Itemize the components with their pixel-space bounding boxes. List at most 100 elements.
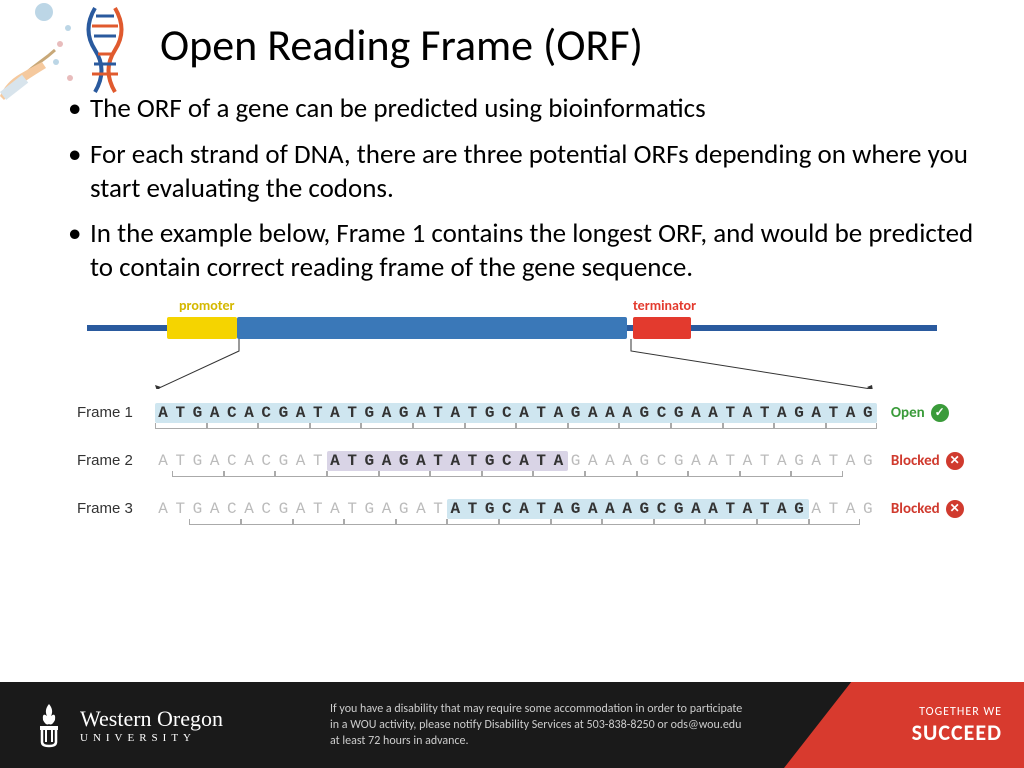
codon-brackets	[155, 423, 877, 431]
nucleotide: A	[413, 500, 430, 518]
nucleotide: A	[447, 452, 464, 470]
nucleotide: G	[568, 404, 585, 422]
nucleotide: A	[516, 500, 533, 518]
nucleotide: C	[224, 500, 241, 518]
nucleotide: T	[310, 452, 327, 470]
frame-status: Open✓	[891, 404, 949, 422]
nucleotide: T	[722, 500, 739, 518]
nucleotide: C	[653, 404, 670, 422]
nucleotide: G	[568, 500, 585, 518]
nucleotide: T	[533, 404, 550, 422]
nucleotide: A	[843, 500, 860, 518]
bullet-item: For each strand of DNA, there are three …	[68, 138, 984, 206]
nucleotide: A	[688, 404, 705, 422]
frame-row: Frame 1ATGACACGATATGAGATATGCATAGAAAGCGAA…	[77, 395, 947, 431]
nucleotide: A	[516, 404, 533, 422]
nucleotide: G	[361, 404, 378, 422]
nucleotide: T	[344, 404, 361, 422]
torch-icon	[30, 702, 68, 748]
nucleotide: A	[808, 500, 825, 518]
frame-label: Frame 1	[77, 404, 155, 421]
nucleotide: T	[533, 500, 550, 518]
nucleotide: A	[585, 404, 602, 422]
nucleotide: G	[361, 500, 378, 518]
sequence: ATGACACGATATGAGATATGCATAGAAAGCGAATATAGAT…	[155, 404, 877, 422]
nucleotide: G	[361, 452, 378, 470]
nucleotide: T	[757, 452, 774, 470]
terminator-segment	[633, 317, 691, 339]
nucleotide: A	[808, 404, 825, 422]
nucleotide: T	[430, 404, 447, 422]
nucleotide: G	[791, 500, 808, 518]
nucleotide: C	[653, 500, 670, 518]
slide-footer: Western Oregon UNIVERSITY If you have a …	[0, 682, 1024, 768]
nucleotide: T	[722, 452, 739, 470]
promoter-segment	[167, 317, 237, 339]
reading-frames: Frame 1ATGACACGATATGAGATATGCATAGAAAGCGAA…	[77, 395, 947, 527]
bullet-item: In the example below, Frame 1 contains t…	[68, 217, 984, 285]
bullet-item: The ORF of a gene can be predicted using…	[68, 92, 984, 126]
university-subtitle: UNIVERSITY	[80, 732, 223, 744]
nucleotide: T	[757, 500, 774, 518]
nucleotide: C	[224, 452, 241, 470]
nucleotide: T	[464, 452, 481, 470]
nucleotide: A	[155, 500, 172, 518]
nucleotide: A	[155, 452, 172, 470]
nucleotide: G	[671, 404, 688, 422]
nucleotide: T	[310, 500, 327, 518]
nucleotide: A	[207, 404, 224, 422]
nucleotide: A	[739, 452, 756, 470]
nucleotide: A	[585, 452, 602, 470]
nucleotide: T	[757, 404, 774, 422]
check-icon: ✓	[931, 404, 949, 422]
footer-disclaimer: If you have a disability that may requir…	[330, 701, 750, 750]
nucleotide: A	[327, 500, 344, 518]
orf-diagram: promoter terminator Frame 1ATGACACGATATG…	[77, 297, 947, 527]
sequence: ATGACACGATATGAGATATGCATAGAAAGCGAATATAGAT…	[155, 500, 877, 518]
nucleotide: A	[241, 452, 258, 470]
nucleotide: T	[533, 452, 550, 470]
nucleotide: T	[722, 404, 739, 422]
nucleotide: A	[413, 452, 430, 470]
promoter-label: promoter	[179, 297, 234, 314]
nucleotide: G	[275, 452, 292, 470]
nucleotide: G	[860, 452, 877, 470]
nucleotide: A	[378, 452, 395, 470]
nucleotide: T	[172, 500, 189, 518]
nucleotide: G	[189, 404, 206, 422]
nucleotide: A	[843, 452, 860, 470]
nucleotide: T	[825, 452, 842, 470]
university-logo: Western Oregon UNIVERSITY	[0, 702, 330, 748]
nucleotide: C	[499, 404, 516, 422]
nucleotide: G	[636, 404, 653, 422]
nucleotide: G	[275, 500, 292, 518]
nucleotide: G	[636, 452, 653, 470]
codon-brackets	[172, 471, 894, 479]
frame-label: Frame 3	[77, 500, 155, 517]
nucleotide: T	[464, 404, 481, 422]
nucleotide: G	[189, 500, 206, 518]
nucleotide: A	[293, 404, 310, 422]
nucleotide: C	[499, 500, 516, 518]
connector-lines	[77, 339, 947, 389]
nucleotide: T	[430, 452, 447, 470]
slide: Open Reading Frame (ORF) The ORF of a ge…	[0, 0, 1024, 768]
nucleotide: T	[344, 500, 361, 518]
nucleotide: G	[860, 404, 877, 422]
footer-slogan: TOGETHER WE SUCCEED	[784, 682, 1024, 768]
nucleotide: G	[568, 452, 585, 470]
gene-body-segment	[237, 317, 627, 339]
nucleotide: A	[241, 500, 258, 518]
nucleotide: A	[739, 500, 756, 518]
nucleotide: C	[258, 404, 275, 422]
nucleotide: A	[241, 404, 258, 422]
nucleotide: G	[482, 452, 499, 470]
nucleotide: A	[327, 404, 344, 422]
slide-title: Open Reading Frame (ORF)	[0, 0, 1024, 82]
frame-status: Blocked✕	[891, 500, 964, 518]
nucleotide: A	[378, 500, 395, 518]
nucleotide: A	[327, 452, 344, 470]
codon-brackets	[189, 519, 911, 527]
nucleotide: G	[396, 452, 413, 470]
nucleotide: A	[293, 500, 310, 518]
